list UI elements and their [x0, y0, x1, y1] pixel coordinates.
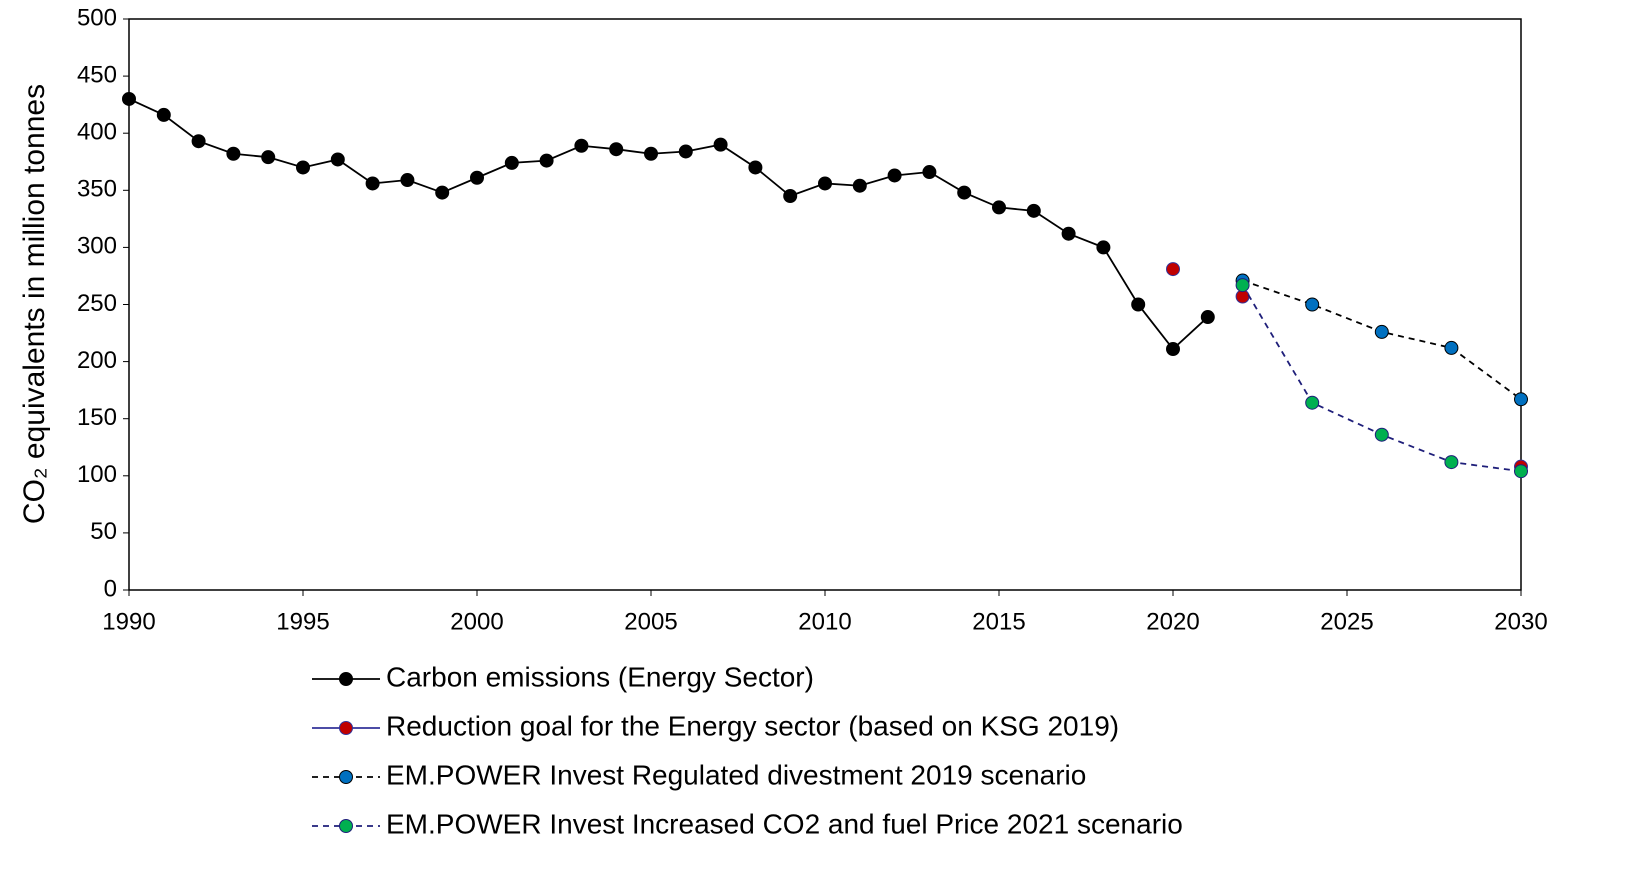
x-tick-label: 2020: [1146, 608, 1199, 635]
series-marker: [783, 189, 798, 204]
series-marker: [1200, 310, 1215, 325]
x-tick-label: 2000: [450, 608, 503, 635]
x-tick-label: 2010: [798, 608, 851, 635]
series-line: [1242, 279, 1522, 401]
series-marker: [122, 91, 136, 106]
series-marker: [1235, 278, 1250, 293]
series-marker: [296, 160, 310, 175]
x-tick-label: 1990: [102, 608, 155, 635]
series-marker: [365, 176, 380, 191]
series-marker: [1096, 240, 1111, 255]
series-marker: [156, 107, 171, 122]
series-marker: [1374, 427, 1389, 442]
series-marker: [504, 155, 519, 170]
series-marker: [1444, 340, 1459, 355]
legend-label: EM.POWER Invest Regulated divestment 201…: [386, 759, 1086, 790]
y-tick-label: 500: [77, 4, 117, 31]
series-marker: [1026, 203, 1041, 218]
series-marker: [1061, 226, 1076, 241]
series-marker: [226, 146, 241, 161]
x-tick-label: 2030: [1494, 608, 1547, 635]
series-marker: [609, 142, 624, 157]
y-tick-label: 50: [90, 518, 117, 545]
series-marker: [261, 150, 276, 165]
series-marker: [922, 165, 937, 180]
x-tick-label: 2015: [972, 608, 1025, 635]
y-tick-label: 100: [77, 461, 117, 488]
y-tick-label: 150: [77, 404, 117, 431]
series-marker: [1166, 262, 1180, 277]
series-marker: [539, 153, 554, 168]
series-marker: [678, 144, 693, 159]
series-marker: [330, 152, 345, 167]
legend-marker: [339, 819, 353, 833]
series-marker: [713, 137, 728, 152]
series-marker: [1514, 392, 1528, 407]
x-tick-label: 1995: [276, 608, 329, 635]
legend-marker: [339, 721, 353, 735]
y-tick-label: 350: [77, 176, 117, 203]
series-marker: [992, 200, 1006, 215]
series-marker: [1444, 455, 1459, 470]
series-marker: [470, 170, 484, 185]
series-marker: [400, 173, 415, 188]
y-tick-label: 300: [77, 233, 117, 260]
series-marker: [748, 160, 763, 175]
series-marker: [1166, 342, 1180, 357]
legend-label: Carbon emissions (Energy Sector): [386, 661, 814, 692]
series-marker: [191, 134, 206, 149]
series-marker: [644, 146, 658, 161]
legend-marker: [339, 770, 353, 784]
legend-marker: [339, 672, 353, 686]
y-tick-label: 450: [77, 61, 117, 88]
x-tick-label: 2005: [624, 608, 677, 635]
series-marker: [818, 176, 832, 191]
series-marker: [1374, 324, 1389, 339]
series-marker: [435, 185, 450, 200]
series-marker: [852, 178, 867, 193]
y-tick-label: 400: [77, 119, 117, 146]
series-marker: [574, 138, 589, 153]
series-line: [128, 98, 1209, 351]
legend-label: Reduction goal for the Energy sector (ba…: [386, 710, 1119, 741]
series-marker: [1514, 464, 1528, 479]
series-marker: [957, 185, 972, 200]
x-tick-label: 2025: [1320, 608, 1373, 635]
y-tick-label: 250: [77, 290, 117, 317]
series-marker: [887, 168, 902, 183]
y-tick-label: 200: [77, 347, 117, 374]
series-marker: [1305, 297, 1320, 312]
series-line: [1241, 284, 1522, 473]
legend-label: EM.POWER Invest Increased CO2 and fuel P…: [386, 808, 1183, 839]
y-axis-label: CO₂ equivalents in million tonnes: [18, 84, 51, 524]
series-marker: [1131, 297, 1146, 312]
y-tick-label: 0: [104, 575, 117, 602]
series-marker: [1305, 395, 1320, 410]
